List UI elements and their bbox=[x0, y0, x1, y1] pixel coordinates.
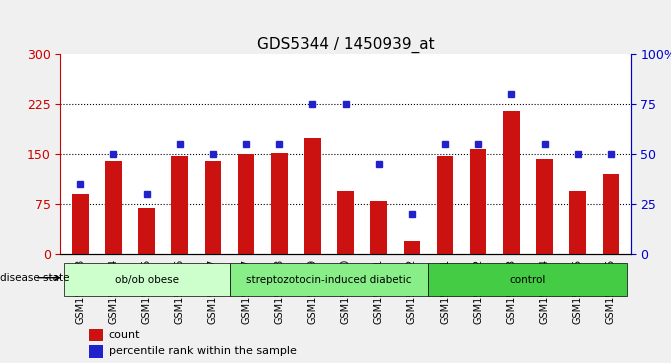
Bar bbox=[570, 191, 586, 254]
Bar bbox=[338, 191, 354, 254]
Bar bbox=[603, 174, 619, 254]
Bar bbox=[72, 194, 89, 254]
Bar bbox=[205, 161, 221, 254]
Text: ob/ob obese: ob/ob obese bbox=[115, 274, 178, 285]
Bar bbox=[238, 154, 254, 254]
FancyBboxPatch shape bbox=[229, 263, 429, 296]
Title: GDS5344 / 1450939_at: GDS5344 / 1450939_at bbox=[257, 37, 434, 53]
Bar bbox=[105, 161, 121, 254]
Bar bbox=[437, 156, 454, 254]
Bar bbox=[138, 208, 155, 254]
Bar bbox=[89, 345, 103, 358]
Bar bbox=[503, 111, 519, 254]
Text: control: control bbox=[510, 274, 546, 285]
Bar bbox=[536, 159, 553, 254]
FancyBboxPatch shape bbox=[429, 263, 627, 296]
FancyBboxPatch shape bbox=[64, 263, 229, 296]
Bar bbox=[370, 201, 387, 254]
Text: streptozotocin-induced diabetic: streptozotocin-induced diabetic bbox=[246, 274, 412, 285]
Bar bbox=[172, 156, 188, 254]
Bar bbox=[271, 153, 288, 254]
Bar bbox=[304, 138, 321, 254]
Bar bbox=[403, 241, 420, 254]
Bar bbox=[89, 329, 103, 341]
Text: count: count bbox=[109, 330, 140, 340]
Text: disease state: disease state bbox=[0, 273, 70, 283]
Text: percentile rank within the sample: percentile rank within the sample bbox=[109, 346, 297, 356]
Bar bbox=[470, 149, 486, 254]
